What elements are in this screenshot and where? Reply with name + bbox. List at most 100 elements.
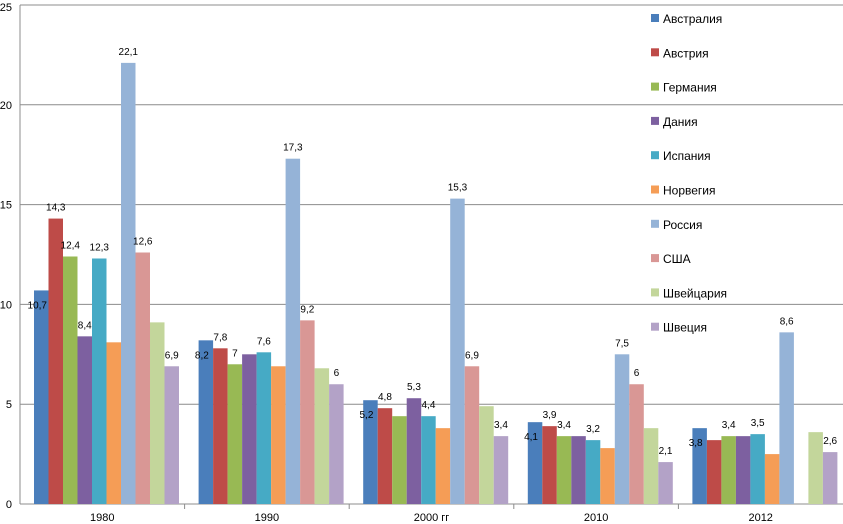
data-label: 3,5 [751,418,765,429]
bar [435,428,451,504]
data-label: 3,8 [689,438,703,449]
data-label: 12,4 [61,240,81,251]
legend-swatch [651,116,659,125]
data-label: 14,3 [46,203,66,214]
legend-swatch [651,82,659,91]
legend-swatch [651,254,659,263]
y-tick-label: 0 [6,499,12,511]
data-label: 3,4 [557,420,571,431]
data-label: 15,3 [448,183,468,194]
legend-label: Австралия [663,12,722,26]
gridlines [20,4,843,405]
y-tick-label: 15 [0,200,12,212]
x-tick-label: 1980 [90,512,114,524]
legend-swatch [651,151,659,160]
bar [600,448,615,504]
legend-label: Швеция [663,321,707,335]
y-axis: 0 5 10 15 20 25 [0,2,21,511]
data-label: 5,2 [359,410,373,421]
bar [808,432,823,504]
data-label: 17,3 [283,143,303,154]
bar [658,462,673,504]
y-tick-label: 25 [0,2,12,14]
bar [48,218,63,504]
bar [571,436,586,504]
legend-label: Норвегия [663,184,716,198]
bar [285,158,301,504]
legend-label: Швейцария [663,286,727,300]
bar [77,336,92,504]
data-label: 5,3 [407,382,421,393]
bar [164,366,179,504]
legend-label: Испания [663,149,711,163]
legend-label: США [663,252,691,266]
bar [406,398,422,504]
bar [34,290,49,504]
bars-group [34,62,838,504]
legend-label: Россия [663,218,702,232]
data-label: 22,1 [119,47,139,58]
legend: Австралия Австрия Германия Дания Испания Норв… [651,12,727,335]
bar [271,366,286,504]
x-tick-label: 2000 гг [414,512,450,524]
bar [242,354,257,504]
legend-swatch [651,185,659,194]
data-label: 4,4 [421,400,435,411]
data-label: 8,4 [78,320,92,331]
bar [479,406,494,504]
data-label: 4,8 [378,392,392,403]
bar [198,340,214,504]
bar [542,426,557,504]
bar [527,422,543,504]
bar [377,408,393,504]
bar [450,198,465,504]
bar [106,342,121,504]
bar [421,416,436,504]
bar [256,352,272,504]
bar [63,256,78,504]
data-label: 7,8 [213,332,227,343]
data-label: 6 [334,368,340,379]
bar [300,320,315,504]
bar [585,440,601,504]
data-label: 7 [232,348,238,359]
legend-swatch [651,322,659,331]
bar [121,62,136,504]
data-label: 8,2 [195,350,209,361]
data-label: 3,2 [586,424,600,435]
bar [779,332,794,504]
bar [213,348,228,504]
bar [135,252,150,504]
bar [822,452,838,504]
y-tick-label: 5 [6,399,12,411]
legend-swatch [651,48,659,57]
data-label: 6,9 [165,350,179,361]
bar [750,434,765,504]
data-label: 6,9 [465,350,479,361]
data-label: 2,6 [823,436,837,447]
bar [464,366,480,504]
data-label: 9,2 [300,304,314,315]
bar [556,436,572,504]
legend-label: Германия [663,81,717,95]
data-label: 6 [634,368,640,379]
bar [735,436,751,504]
bar [643,428,659,504]
bar [493,436,509,504]
data-labels-group: 10,7 14,3 12,4 8,4 12,3 22,1 12,6 6,9 8,2 7,8 7 7,6… [28,47,838,457]
data-label: 10,7 [28,300,48,311]
legend-label: Дания [663,115,698,129]
legend-label: Австрия [663,46,709,60]
bar [721,436,736,504]
bar [92,258,107,504]
bar [329,384,344,504]
data-label: 2,1 [659,446,673,457]
y-tick-label: 10 [0,299,12,311]
bar [614,354,630,504]
bar [150,322,165,504]
bar [314,368,330,504]
data-label: 8,6 [780,316,794,327]
data-label: 3,4 [722,420,736,431]
x-axis: 1980 1990 2000 гг 2010 2012 [20,503,843,524]
